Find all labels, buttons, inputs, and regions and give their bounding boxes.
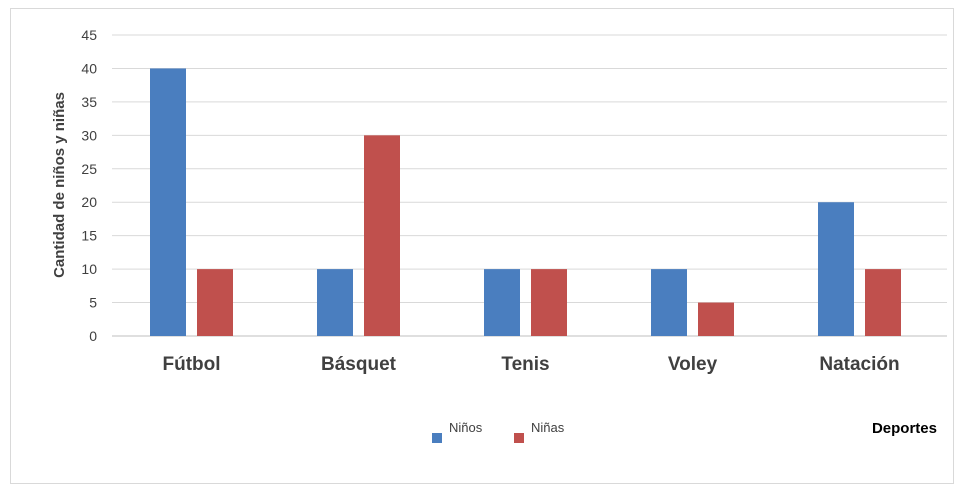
bar-ni-as-2 xyxy=(531,269,567,336)
legend-label: Niñas xyxy=(531,420,565,435)
legend-swatch xyxy=(514,433,524,443)
y-tick-label: 10 xyxy=(81,261,97,277)
x-axis-label: Deportes xyxy=(872,420,937,437)
legend-label: Niños xyxy=(449,420,483,435)
y-tick-label: 25 xyxy=(81,161,97,177)
bar-ni-as-4 xyxy=(865,269,901,336)
y-tick-label: 20 xyxy=(81,194,97,210)
y-axis-label: Cantidad de niños y niñas xyxy=(51,92,68,278)
gridlines xyxy=(112,34,947,337)
x-category-label: Básquet xyxy=(321,354,397,375)
legend-swatch xyxy=(432,433,442,443)
y-tick-label: 30 xyxy=(81,127,97,143)
legend: Niños Niñas xyxy=(432,420,565,443)
bar-ni-os-3 xyxy=(651,269,687,336)
x-category-label: Natación xyxy=(819,354,899,375)
bar-ni-os-1 xyxy=(317,269,353,336)
y-tick-label: 35 xyxy=(81,94,97,110)
bars xyxy=(150,68,901,336)
x-category-label: Fútbol xyxy=(162,354,220,375)
x-axis-categories: Fútbol Básquet Tenis Voley Natación xyxy=(162,354,899,375)
bar-ni-as-1 xyxy=(364,135,400,336)
x-category-label: Voley xyxy=(668,354,718,375)
y-tick-label: 0 xyxy=(89,328,97,344)
bar-ni-os-2 xyxy=(484,269,520,336)
bar-ni-as-0 xyxy=(197,269,233,336)
y-axis-ticks: 0 5 10 15 20 25 30 35 40 45 xyxy=(81,27,97,344)
bar-ni-os-0 xyxy=(150,68,186,336)
y-tick-label: 15 xyxy=(81,228,97,244)
bar-ni-as-3 xyxy=(698,302,734,336)
y-tick-label: 5 xyxy=(89,295,97,311)
y-tick-label: 40 xyxy=(81,60,97,76)
x-category-label: Tenis xyxy=(501,354,549,375)
bar-ni-os-4 xyxy=(818,202,854,336)
y-tick-label: 45 xyxy=(81,27,97,43)
